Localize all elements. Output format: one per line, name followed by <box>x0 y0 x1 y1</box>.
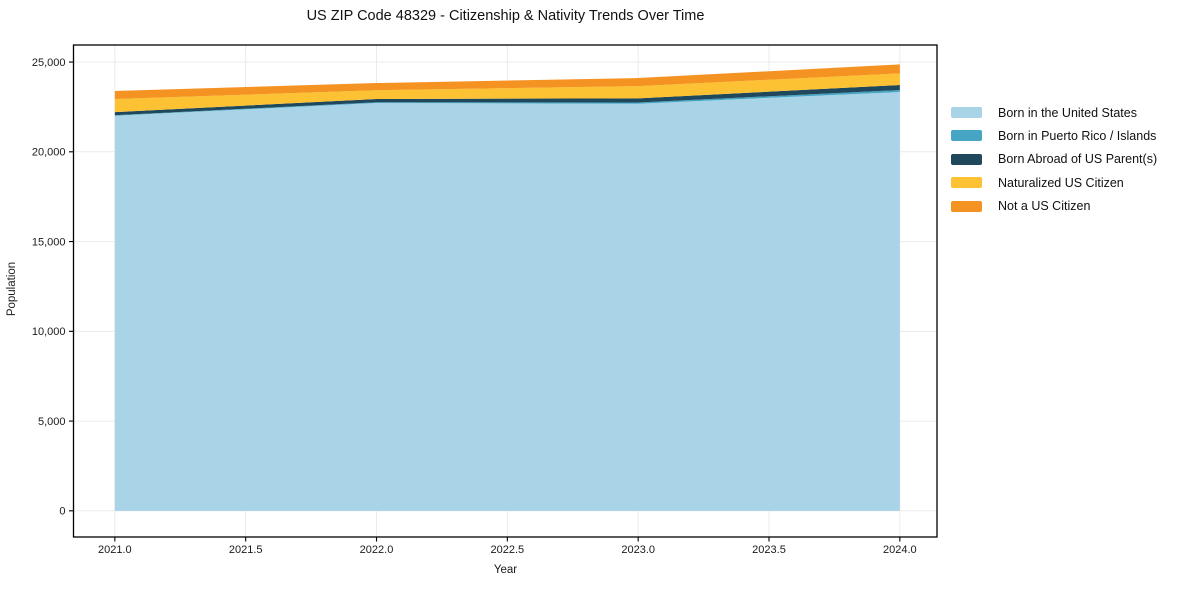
legend-swatch-icon <box>951 130 982 142</box>
x-tick-label-5: 2023.5 <box>752 544 786 556</box>
y-tick-label-5: 25,000 <box>32 57 66 69</box>
legend-item-0: Born in the United States <box>951 104 1157 121</box>
y-tick-label-4: 20,000 <box>32 147 66 159</box>
area-series-3 <box>114 73 900 113</box>
legend-swatch-icon <box>951 177 982 189</box>
legend-label: Naturalized US Citizen <box>998 175 1124 190</box>
area-series-0 <box>114 92 900 511</box>
x-tick-label-1: 2021.5 <box>229 544 263 556</box>
legend-swatch-icon <box>951 200 982 212</box>
legend-item-2: Born Abroad of US Parent(s) <box>951 151 1157 168</box>
legend-label: Born in Puerto Rico / Islands <box>998 128 1157 143</box>
legend-item-3: Naturalized US Citizen <box>951 174 1157 191</box>
y-tick-label-0: 0 <box>59 506 65 518</box>
area-series-4 <box>114 64 900 100</box>
area-series-1 <box>114 90 900 116</box>
legend-swatch-icon <box>951 107 982 118</box>
legend-item-4: Not a US Citizen <box>951 198 1157 215</box>
y-axis-label: Population <box>6 261 18 317</box>
legend-label: Not a US Citizen <box>998 199 1091 214</box>
x-tick-label-4: 2023.0 <box>621 544 655 556</box>
y-tick-label-3: 15,000 <box>32 236 66 248</box>
y-tick-label-2: 10,000 <box>32 326 66 338</box>
legend-label: Born in the United States <box>998 105 1137 120</box>
x-tick-label-6: 2024.0 <box>883 544 917 556</box>
plot-frame <box>72 44 938 538</box>
y-tick-label-1: 5,000 <box>38 416 66 428</box>
legend-item-1: Born in Puerto Rico / Islands <box>951 127 1157 144</box>
legend: Born in the United States Born in Puerto … <box>951 104 1157 221</box>
area-series-2 <box>114 85 900 116</box>
x-tick-label-2: 2022.0 <box>360 544 394 556</box>
legend-swatch-icon <box>951 153 982 165</box>
chart-title: US ZIP Code 48329 - Citizenship & Nativi… <box>306 8 705 24</box>
x-axis-label: Year <box>493 564 518 576</box>
legend-label: Born Abroad of US Parent(s) <box>998 152 1158 167</box>
x-tick-label-3: 2022.5 <box>491 544 525 556</box>
x-tick-label-0: 2021.0 <box>98 544 132 556</box>
